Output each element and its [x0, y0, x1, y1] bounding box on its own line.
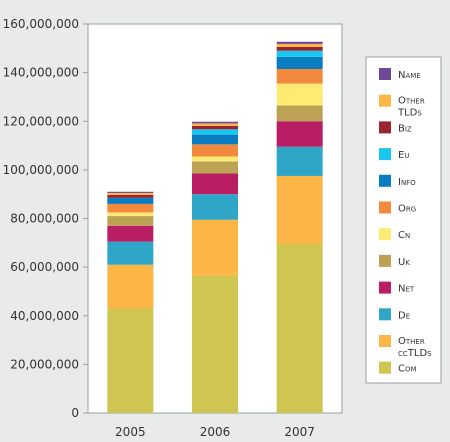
legend-label: Other TLDs: [397, 96, 425, 119]
bar-segment: [192, 156, 238, 162]
bar-segment: [107, 212, 154, 217]
x-axis: 2005 2006 2007: [115, 425, 315, 439]
bar-segment: [276, 146, 323, 176]
legend-label: Uk: [398, 257, 410, 268]
legend-label: Info: [398, 177, 416, 188]
bar-segment: [192, 194, 238, 220]
legend-swatch: [379, 254, 391, 267]
y-tick-label: 140,000,000: [3, 66, 79, 80]
legend-swatch: [379, 148, 391, 161]
bar-segment: [276, 121, 323, 147]
bar-segment: [276, 105, 323, 122]
y-tick-label: 120,000,000: [3, 114, 79, 128]
bar-segment: [107, 194, 154, 198]
bar-segment: [192, 123, 238, 126]
legend-label: Cn: [398, 230, 410, 241]
bar-segment: [192, 134, 238, 145]
legend-swatch: [379, 361, 391, 374]
bar-segment: [107, 191, 154, 193]
bar-segment: [107, 216, 154, 226]
bar-segment: [107, 241, 154, 265]
legend-label: Biz: [398, 123, 412, 134]
bar-segment: [192, 219, 238, 276]
y-tick-label: 20,000,000: [10, 357, 79, 371]
bar-segment: [276, 83, 323, 106]
x-tick-label: 2007: [284, 425, 315, 439]
bar-segment: [192, 125, 238, 130]
bars-group: [107, 41, 323, 413]
bar-segment: [192, 173, 238, 195]
x-tick-label: 2005: [115, 425, 146, 439]
legend-swatch: [379, 94, 391, 107]
legend-swatch: [379, 121, 391, 134]
bar-segment: [192, 275, 238, 413]
legend-swatch: [379, 335, 391, 347]
legend-label: Net: [398, 284, 415, 295]
legend: Name Other TLDs Biz Eu Info Org Cn Uk Net De Other c…: [365, 56, 442, 384]
x-tick-label: 2006: [200, 425, 231, 439]
legend-label: Other ccTLDs: [398, 336, 432, 359]
bar-segment: [192, 121, 238, 124]
legend-swatch: [379, 228, 391, 241]
bar-segment: [192, 144, 238, 157]
legend-swatch: [379, 68, 391, 80]
bar-segment: [276, 68, 323, 84]
y-tick-label: 160,000,000: [3, 17, 79, 31]
y-tick-label: 40,000,000: [10, 309, 79, 323]
legend-label: Name: [398, 70, 421, 81]
legend-label: Org: [398, 204, 416, 215]
bar-segment: [107, 308, 154, 413]
y-tick-label: 80,000,000: [10, 212, 79, 226]
bar-segment: [276, 43, 323, 47]
bar-segment: [192, 161, 238, 174]
bar-segment: [276, 46, 323, 51]
bar-segment: [276, 41, 323, 44]
legend-swatch: [379, 308, 391, 321]
bar-segment: [107, 192, 154, 195]
legend-swatch: [379, 281, 391, 294]
bar-segment: [192, 129, 238, 135]
bar-segment: [107, 225, 154, 242]
bar-segment: [276, 56, 323, 69]
y-axis: 0 20,000,000 40,000,000 60,000,000 80,000,00…: [3, 17, 88, 420]
y-tick-label: 100,000,000: [3, 163, 79, 177]
y-tick-label: 0: [71, 406, 79, 420]
y-tick-label: 60,000,000: [10, 260, 79, 274]
bar-segment: [276, 175, 323, 245]
bar-segment: [276, 244, 323, 413]
legend-swatch: [379, 174, 391, 187]
bar-segment: [107, 264, 154, 309]
legend-label: Eu: [398, 150, 409, 161]
legend-label: Com: [398, 364, 417, 375]
legend-swatch: [379, 201, 391, 214]
bar-segment: [107, 203, 154, 213]
legend-box: [365, 56, 442, 384]
bar-segment: [276, 50, 323, 57]
bar-segment: [107, 197, 154, 204]
legend-label: De: [398, 310, 410, 321]
